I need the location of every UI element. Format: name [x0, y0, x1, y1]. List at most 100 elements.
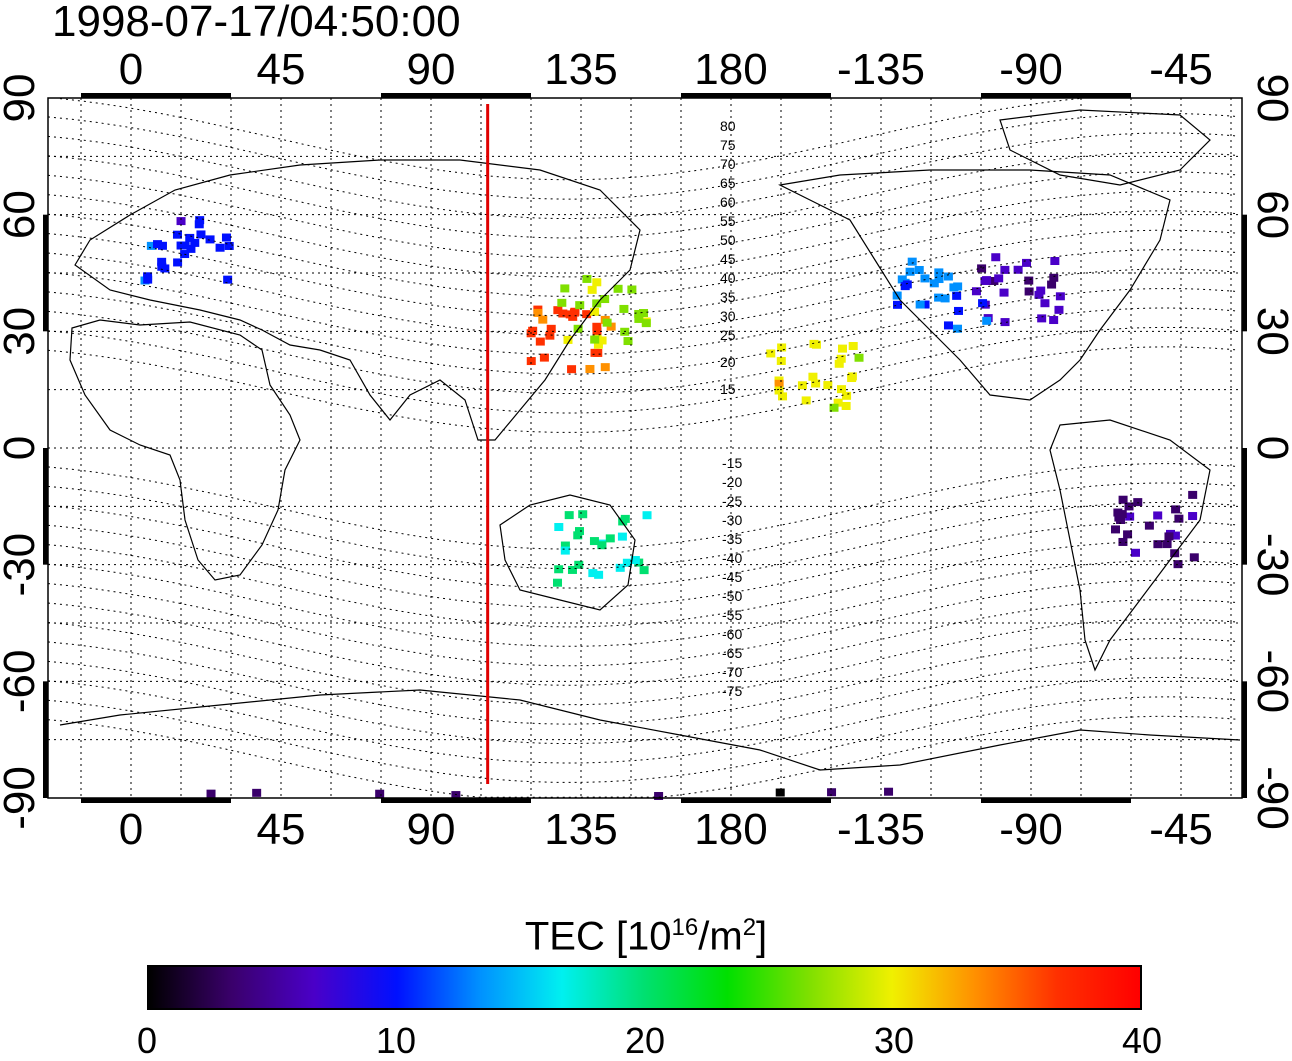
contour-label: 80 [720, 118, 736, 134]
tec-pixel [641, 319, 651, 328]
tec-pixel [451, 791, 461, 800]
tec-pixel [1188, 490, 1198, 499]
tec-pixel [1130, 548, 1140, 557]
contour-line [47, 599, 1237, 686]
tec-pixel [160, 264, 170, 273]
tec-pixel [952, 291, 962, 300]
contour-line [47, 676, 1237, 764]
tec-cluster-western-us [892, 257, 992, 333]
tec-pixel [777, 343, 787, 352]
tec-pixel [587, 285, 597, 294]
tec-pixel [1034, 290, 1044, 299]
tec-pixel [797, 381, 807, 390]
tec-pixel [634, 314, 644, 323]
lat-label-left: 0 [0, 436, 44, 460]
frame-tick-band [381, 93, 531, 98]
contour-line [59, 97, 1081, 181]
contour-label: -50 [722, 588, 742, 604]
tec-pixel [592, 327, 602, 336]
contour-line [47, 579, 1237, 667]
lon-label-bottom: 90 [407, 805, 456, 854]
contour-label: 70 [720, 156, 736, 172]
tec-pixel [153, 240, 163, 249]
contour-label: 15 [720, 381, 736, 397]
lon-label-top: 135 [544, 45, 617, 94]
contour-line [47, 113, 1237, 200]
lat-label-right: 90 [1248, 74, 1292, 123]
tec-pixel [622, 558, 632, 567]
tec-pixel [600, 295, 610, 304]
colorbar-tick: 0 [136, 1020, 158, 1061]
frame-tick-band [981, 93, 1131, 98]
lat-label-left: 30 [0, 307, 44, 356]
tec-pixel [600, 363, 610, 372]
lat-label-left: -30 [0, 533, 44, 597]
tec-pixel [1170, 531, 1180, 540]
tec-pixel [774, 379, 784, 388]
tec-pixel [854, 353, 864, 362]
tec-pixel [848, 341, 858, 350]
tec-pixel [1133, 498, 1143, 507]
tec-world-map: 80 75 70 65 60 55 50 45 40 35 30 25 20 15 -15 -20 -25 -30… [0, 45, 1292, 854]
tec-pixel [982, 276, 992, 285]
tec-pixel [778, 392, 788, 401]
contour-line [47, 346, 1237, 433]
lon-label-bottom: 180 [694, 805, 767, 854]
lon-label-top: 45 [257, 45, 306, 94]
tec-pixel [1049, 273, 1059, 282]
tec-pixel [186, 244, 196, 253]
tec-pixel [907, 257, 917, 266]
lon-label-bottom: -90 [999, 805, 1063, 854]
tec-pixel [215, 243, 225, 252]
tec-pixel [1116, 515, 1126, 524]
colorbar-tick: 40 [1121, 1020, 1163, 1061]
tec-pixel [989, 276, 999, 285]
tec-pixel [1024, 287, 1034, 296]
contour-label: 30 [720, 308, 736, 324]
tec-pixel [545, 331, 555, 340]
tec-pixel [943, 321, 953, 330]
tec-pixel [594, 570, 604, 579]
contour-line [47, 326, 1237, 414]
tec-cluster-north-america [971, 253, 1065, 327]
frame-tick-band [43, 214, 48, 332]
magnetic-latitude-contours [47, 97, 1237, 798]
lat-label-right: 0 [1248, 436, 1292, 460]
tec-pixel [1173, 560, 1183, 569]
tec-cluster-europe [140, 216, 234, 285]
contour-line [47, 288, 1237, 375]
tec-pixel [597, 541, 607, 550]
tec-pixel [1024, 276, 1034, 285]
contour-line [47, 521, 1237, 608]
contour-line [47, 657, 1237, 744]
tec-pixel [914, 265, 924, 274]
tec-pixel [560, 546, 570, 555]
colorbar-title-mid: /m [698, 914, 743, 959]
tec-pixel [617, 532, 627, 541]
tec-pixel [823, 381, 833, 390]
tec-pixel [1055, 292, 1065, 301]
lat-label-right: 30 [1248, 307, 1292, 356]
tec-pixel [173, 258, 183, 267]
contour-label: 75 [720, 137, 736, 153]
tec-pixel [1164, 532, 1174, 541]
tec-pixel [834, 359, 844, 368]
frame-tick-band [1242, 448, 1247, 565]
lon-label-top: 0 [119, 45, 143, 94]
contour-label: -15 [722, 455, 742, 471]
colorbar-title-exp1: 16 [671, 914, 699, 941]
tec-pixel [578, 510, 588, 519]
tec-pixel [977, 264, 987, 273]
tec-pixel [554, 565, 564, 574]
contour-label: 25 [720, 327, 736, 343]
contour-line [47, 171, 1237, 258]
tec-pixel [582, 310, 592, 319]
tec-pixel [892, 300, 902, 309]
contour-label: -65 [722, 645, 742, 661]
tec-pixel [623, 337, 633, 346]
tec-pixel [557, 298, 567, 307]
tec-pixel [1162, 540, 1172, 549]
tec-pixel [597, 336, 607, 345]
tec-data-layer [140, 216, 1199, 800]
tec-pixel [630, 556, 640, 565]
